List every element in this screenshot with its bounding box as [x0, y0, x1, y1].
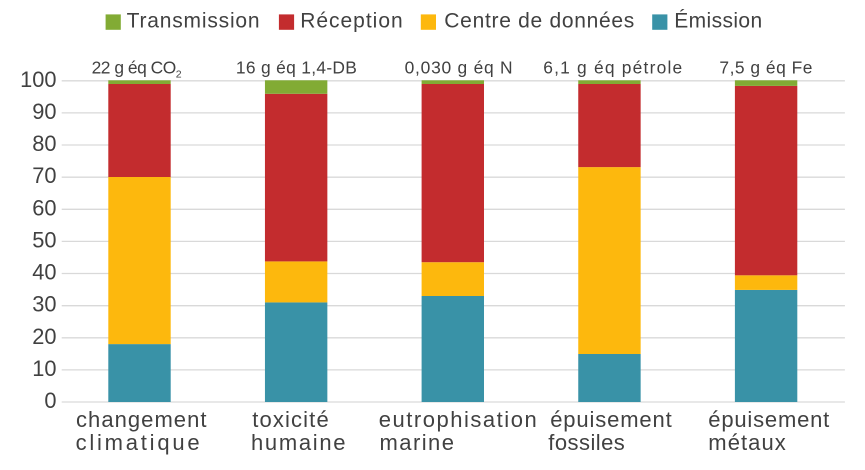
svg-text:climatique: climatique [76, 430, 200, 455]
svg-text:6,1 g éq pétrole: 6,1 g éq pétrole [543, 57, 682, 77]
svg-text:0: 0 [44, 388, 56, 413]
svg-text:50: 50 [32, 228, 56, 253]
svg-text:changement: changement [76, 407, 207, 432]
svg-text:fossiles: fossiles [548, 430, 625, 455]
svg-text:eutrophisation: eutrophisation [379, 407, 537, 432]
svg-text:16 g éq 1,4-DB: 16 g éq 1,4-DB [236, 57, 357, 77]
svg-text:Émission: Émission [674, 10, 762, 33]
svg-text:humaine: humaine [251, 430, 346, 455]
svg-text:90: 90 [32, 99, 56, 124]
svg-text:marine: marine [380, 430, 455, 455]
svg-text:Réception: Réception [300, 10, 403, 33]
svg-text:40: 40 [32, 260, 56, 285]
svg-text:80: 80 [32, 131, 56, 156]
svg-text:100: 100 [20, 67, 56, 92]
svg-text:30: 30 [32, 292, 56, 317]
svg-text:épuisement: épuisement [550, 407, 672, 432]
svg-text:7,5 g éq Fe: 7,5 g éq Fe [719, 57, 812, 77]
svg-text:épuisement: épuisement [708, 407, 829, 432]
svg-text:10: 10 [32, 356, 56, 381]
svg-text:20: 20 [32, 324, 56, 349]
svg-text:60: 60 [32, 195, 56, 220]
svg-text:0,030 g éq N: 0,030 g éq N [405, 57, 513, 77]
svg-text:22 g éq CO2: 22 g éq CO2 [92, 57, 182, 80]
svg-text:toxicité: toxicité [252, 407, 329, 432]
svg-text:Centre de données: Centre de données [444, 10, 634, 33]
svg-text:Transmission: Transmission [127, 10, 260, 33]
svg-text:métaux: métaux [708, 430, 786, 455]
svg-text:70: 70 [32, 163, 56, 188]
